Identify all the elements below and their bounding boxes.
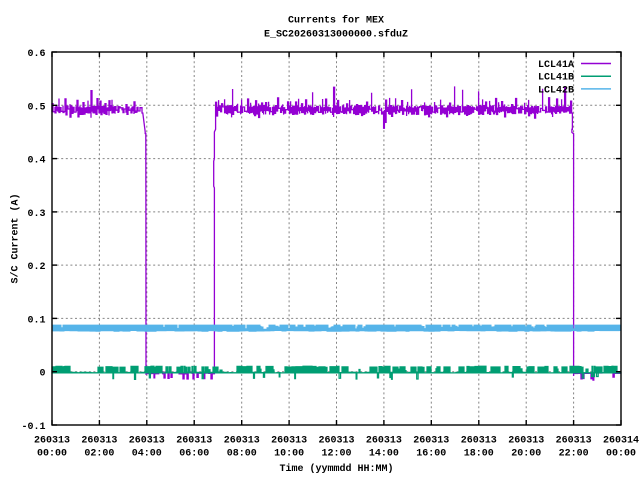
svg-text:LCL42B: LCL42B	[538, 85, 574, 96]
svg-text:16:00: 16:00	[416, 449, 446, 460]
svg-text:260313: 260313	[81, 436, 117, 447]
svg-text:20:00: 20:00	[511, 449, 541, 460]
svg-text:S/C Current (A): S/C Current (A)	[10, 193, 22, 283]
svg-text:260314: 260314	[603, 436, 639, 447]
svg-text:0.4: 0.4	[27, 156, 45, 167]
svg-text:Currents for MEX: Currents for MEX	[288, 15, 384, 27]
svg-text:LCL41B: LCL41B	[538, 73, 574, 84]
svg-text:0.1: 0.1	[27, 315, 45, 326]
svg-text:260313: 260313	[318, 436, 354, 447]
svg-text:14:00: 14:00	[369, 449, 399, 460]
svg-text:18:00: 18:00	[464, 449, 494, 460]
svg-text:260313: 260313	[366, 436, 402, 447]
svg-text:08:00: 08:00	[227, 449, 257, 460]
svg-text:0.2: 0.2	[27, 262, 45, 273]
svg-text:04:00: 04:00	[132, 449, 162, 460]
svg-text:0: 0	[39, 369, 45, 380]
svg-text:06:00: 06:00	[179, 449, 209, 460]
svg-text:-0.1: -0.1	[21, 422, 45, 433]
svg-text:00:00: 00:00	[606, 449, 636, 460]
svg-text:E_SC20260313000000.sfduZ: E_SC20260313000000.sfduZ	[264, 28, 408, 40]
svg-text:260313: 260313	[461, 436, 497, 447]
svg-text:0.6: 0.6	[27, 49, 45, 60]
svg-text:260313: 260313	[224, 436, 260, 447]
svg-text:0.5: 0.5	[27, 102, 45, 113]
svg-text:260313: 260313	[508, 436, 544, 447]
svg-text:260313: 260313	[556, 436, 592, 447]
svg-text:LCL41A: LCL41A	[538, 60, 574, 71]
svg-text:12:00: 12:00	[321, 449, 351, 460]
svg-text:22:00: 22:00	[559, 449, 589, 460]
svg-text:02:00: 02:00	[84, 449, 114, 460]
svg-text:260313: 260313	[271, 436, 307, 447]
svg-text:00:00: 00:00	[37, 449, 67, 460]
svg-text:260313: 260313	[34, 436, 70, 447]
svg-text:260313: 260313	[413, 436, 449, 447]
svg-text:10:00: 10:00	[274, 449, 304, 460]
svg-text:0.3: 0.3	[27, 209, 45, 220]
svg-text:Time (yymmdd HH:MM): Time (yymmdd HH:MM)	[279, 463, 393, 475]
svg-text:260313: 260313	[176, 436, 212, 447]
svg-text:260313: 260313	[129, 436, 165, 447]
